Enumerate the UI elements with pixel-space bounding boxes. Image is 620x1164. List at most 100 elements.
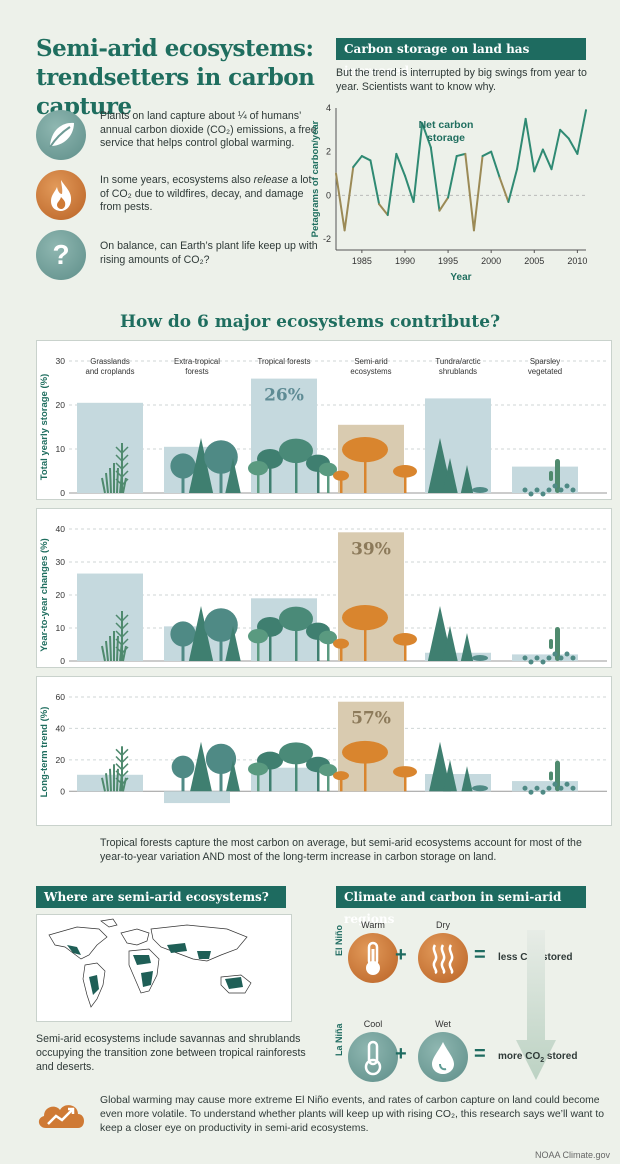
line-segment xyxy=(481,150,493,158)
more-co2-post: stored xyxy=(544,1051,578,1062)
line-segment xyxy=(386,152,398,217)
fire-text-after: a lot of CO₂ due to wildfires, decay, an… xyxy=(100,174,312,213)
vegetation-illustration xyxy=(248,742,337,792)
bar-y-tick: 0 xyxy=(60,656,65,666)
x-tick-label: 1990 xyxy=(395,256,415,266)
line-segment xyxy=(498,176,510,203)
bar-y-tick: 0 xyxy=(60,488,65,498)
line-segment xyxy=(516,117,527,171)
highlight-value-label: 39% xyxy=(351,539,391,559)
vegetation-illustration xyxy=(101,443,129,494)
bar-y-tick: 0 xyxy=(60,786,65,796)
x-tick-label: 1985 xyxy=(352,256,372,266)
category-label: and croplands xyxy=(86,367,135,376)
category-label: Grasslands xyxy=(90,357,130,366)
bar-2 xyxy=(251,767,317,792)
x-tick-label: 2005 xyxy=(524,256,544,266)
panel-year-to-year: 40 30 20 10 0 Year-to-year changes (%) 39% xyxy=(36,508,612,668)
bar-5 xyxy=(512,781,578,792)
dry-label: Dry xyxy=(436,920,450,930)
intro-text-leaf: Plants on land capture about ¼ of humans… xyxy=(100,110,317,149)
intro-item-leaf: Plants on land capture about ¼ of humans… xyxy=(36,110,317,166)
line-segment xyxy=(490,150,501,179)
bar-y-tick: 60 xyxy=(56,692,66,702)
line-segment xyxy=(429,146,441,212)
line-segment xyxy=(395,152,406,177)
warm-label: Warm xyxy=(361,920,385,930)
x-tick-label: 1995 xyxy=(438,256,458,266)
water-drop-icon xyxy=(418,1032,468,1082)
line-chart: 4 2 0 -2 1985 1990 1995 2000 2005 2010 Net carbon s… xyxy=(306,100,606,290)
bar-y-tick: 20 xyxy=(56,755,66,765)
vegetation-illustration xyxy=(333,605,417,661)
bar-y-tick: 10 xyxy=(56,623,66,633)
line-segment xyxy=(343,165,355,232)
vegetation-illustration xyxy=(170,438,241,493)
plus-sign-2: + xyxy=(395,1043,407,1065)
line-chart-subtitle: But the trend is interrupted by big swin… xyxy=(336,67,587,93)
ecosystems-heading: How do 6 major ecosystems contribute? xyxy=(119,312,501,332)
bar-1 xyxy=(164,791,230,804)
category-label: Tropical forests xyxy=(257,357,310,366)
bar-5 xyxy=(512,654,578,661)
world-map xyxy=(36,914,292,1022)
climate-banner: Climate and carbon in semi-arid regions xyxy=(336,886,586,926)
y-tick-label: 2 xyxy=(326,147,331,157)
el-nino-label: El Niño xyxy=(334,925,344,956)
la-nina-label: La Niña xyxy=(334,1023,344,1056)
line-segment xyxy=(541,148,553,171)
vegetation-illustration xyxy=(248,606,337,661)
line-segment xyxy=(567,137,579,155)
line-segment xyxy=(576,109,587,155)
vegetation-illustration xyxy=(101,611,129,662)
vegetation-illustration xyxy=(522,627,576,665)
cool-label: Cool xyxy=(363,1019,383,1029)
wet-label: Wet xyxy=(435,1019,451,1029)
bar-3 xyxy=(338,532,404,661)
equals-sign-1: = xyxy=(474,944,486,966)
line-chart-title-2: storage xyxy=(427,132,465,144)
line-segment xyxy=(447,155,458,199)
map-banner: Where are semi-arid ecosystems? xyxy=(36,886,286,908)
vegetation-illustration xyxy=(333,740,417,792)
category-label: shrublands xyxy=(439,367,477,376)
category-label: Extra-tropical xyxy=(174,357,220,366)
bar-4 xyxy=(425,652,491,661)
more-co2-stored: more CO2 stored xyxy=(498,1051,577,1064)
vegetation-illustration xyxy=(522,459,576,497)
vegetation-illustration xyxy=(333,437,417,493)
line-segment xyxy=(378,203,389,217)
line-chart-banner: Carbon storage on land has increased xyxy=(336,38,586,78)
intro-text-fire: In some years, ecosystems also release a… xyxy=(100,174,320,215)
intro-text-question: On balance, can Earth’s plant life keep … xyxy=(100,240,318,266)
line-segment xyxy=(360,155,372,162)
y-tick-label: -2 xyxy=(323,234,331,244)
line-segment xyxy=(559,128,570,140)
bar-5 xyxy=(512,466,578,493)
bar-y-tick: 20 xyxy=(56,590,66,600)
bar-y-label: Long-term trend (%) xyxy=(39,707,50,798)
more-co2-sub: 2 xyxy=(540,1057,545,1064)
cloud-trend-icon xyxy=(36,1094,86,1132)
thermometer-warm-icon xyxy=(348,933,398,983)
highlight-value-label: 57% xyxy=(351,709,391,729)
vegetation-illustration xyxy=(248,438,337,493)
line-segment xyxy=(533,148,544,173)
less-co2-post: stored xyxy=(539,952,573,963)
line-segment xyxy=(335,172,346,232)
panel-total-storage: 30 20 10 0 Total yearly storage (%) Grassland… xyxy=(36,340,612,500)
line-segment xyxy=(369,159,381,206)
credit: NOAA Climate.gov xyxy=(534,1150,610,1160)
equals-sign-2: = xyxy=(474,1043,486,1065)
bars-footnote: Tropical forests capture the most carbon… xyxy=(100,837,582,863)
line-segment xyxy=(421,122,432,149)
line-segment xyxy=(438,196,450,212)
bar-y-label: Total yearly storage (%) xyxy=(39,374,50,480)
line-segment xyxy=(524,117,536,173)
fire-text-before: In some years, ecosystems also xyxy=(100,174,254,186)
vegetation-illustration xyxy=(427,606,488,661)
vegetation-illustration xyxy=(427,438,488,493)
less-co2-pre: less CO xyxy=(498,952,536,963)
map-caption: Semi-arid ecosystems include savannas an… xyxy=(36,1033,306,1073)
x-axis-label: Year xyxy=(450,272,471,283)
